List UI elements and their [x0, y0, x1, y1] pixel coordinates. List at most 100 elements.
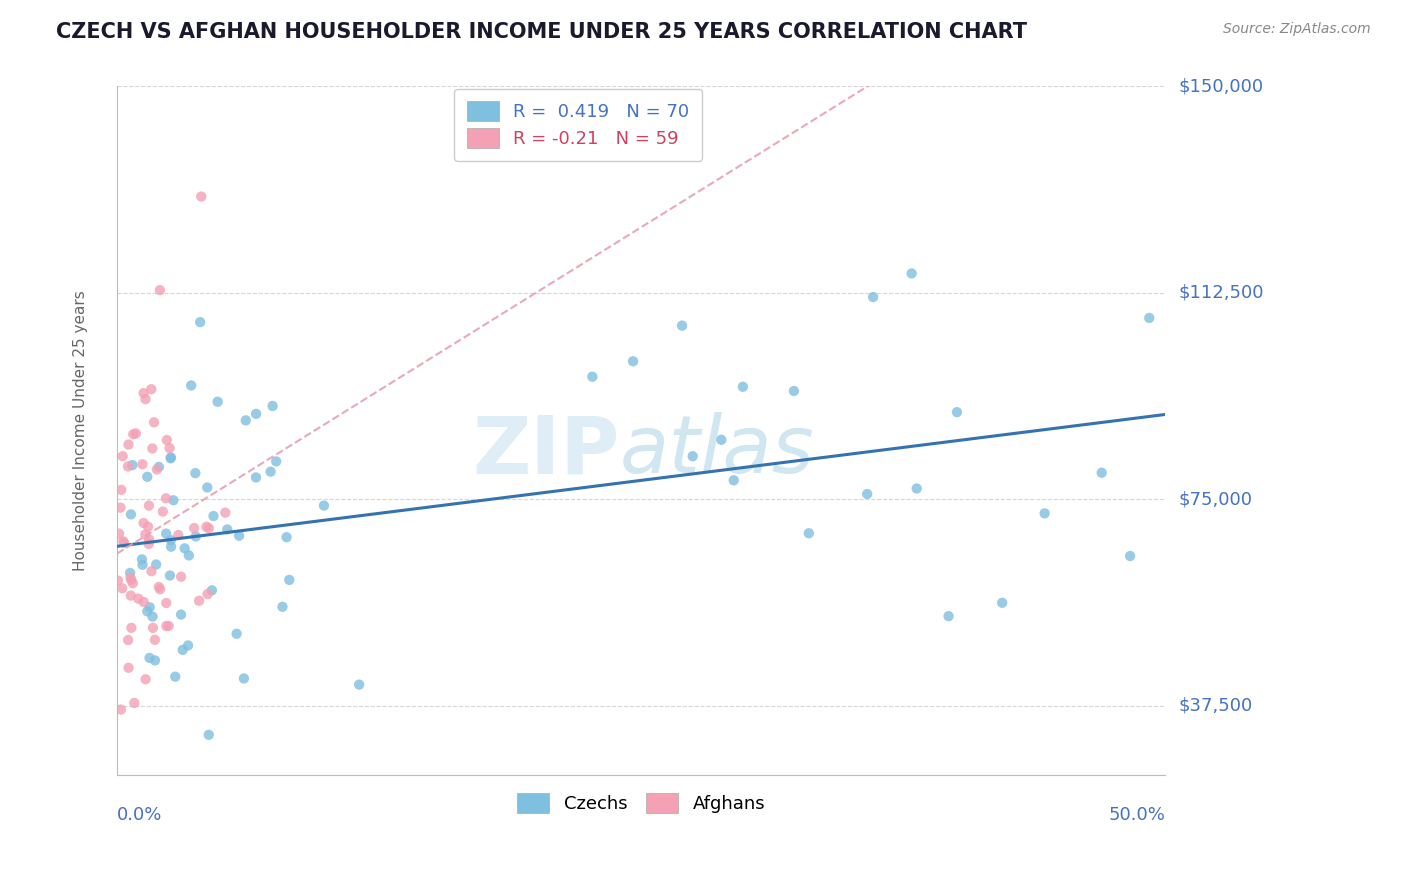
Point — [195, 520, 218, 534]
Text: CZECH VS AFGHAN HOUSEHOLDER INCOME UNDER 25 YEARS CORRELATION CHART: CZECH VS AFGHAN HOUSEHOLDER INCOME UNDER… — [56, 22, 1028, 42]
Text: Householder Income Under 25 years: Householder Income Under 25 years — [73, 290, 87, 571]
Point — [197, 728, 219, 742]
Point — [159, 451, 181, 466]
Text: Source: ZipAtlas.com: Source: ZipAtlas.com — [1223, 22, 1371, 37]
Point — [138, 537, 160, 551]
Point — [136, 470, 159, 484]
Point — [110, 702, 132, 716]
Text: atlas: atlas — [620, 412, 814, 490]
Point — [120, 571, 142, 585]
Point — [797, 526, 820, 541]
Point — [177, 549, 200, 563]
Text: 50.0%: 50.0% — [1108, 805, 1166, 823]
Point — [276, 530, 298, 544]
Point — [245, 470, 267, 484]
Point — [132, 516, 155, 530]
Point — [938, 609, 960, 624]
Point — [621, 354, 644, 368]
Point — [110, 500, 132, 515]
Point — [155, 619, 177, 633]
Point — [862, 290, 884, 304]
Point — [188, 593, 211, 607]
Point — [143, 415, 166, 429]
Point — [170, 570, 193, 584]
Point — [197, 587, 219, 601]
Point — [156, 433, 179, 447]
Point — [245, 407, 267, 421]
Point — [135, 673, 157, 687]
Point — [117, 437, 139, 451]
Point — [142, 621, 165, 635]
Text: $37,500: $37,500 — [1180, 697, 1253, 714]
Point — [145, 558, 167, 572]
Text: ZIP: ZIP — [472, 412, 620, 490]
Point — [202, 509, 225, 524]
Point — [162, 493, 184, 508]
Point — [121, 576, 143, 591]
Point — [259, 465, 281, 479]
Point — [225, 626, 247, 640]
Point — [1137, 310, 1160, 325]
Point — [731, 380, 754, 394]
Point — [180, 378, 202, 392]
Point — [125, 426, 148, 441]
Point — [141, 442, 163, 456]
Point — [195, 480, 218, 494]
Point — [141, 564, 163, 578]
Point — [155, 596, 177, 610]
Point — [143, 632, 166, 647]
Point — [165, 670, 187, 684]
Point — [172, 643, 194, 657]
Point — [121, 458, 143, 472]
Point — [671, 318, 693, 333]
Point — [132, 386, 155, 401]
Text: $150,000: $150,000 — [1180, 78, 1264, 95]
Point — [120, 621, 142, 635]
Point — [1119, 549, 1142, 563]
Point — [141, 382, 163, 396]
Point — [120, 589, 142, 603]
Point — [217, 523, 239, 537]
Legend: Czechs, Afghans: Czechs, Afghans — [509, 786, 772, 821]
Point — [117, 459, 139, 474]
Point — [117, 661, 139, 675]
Point — [183, 521, 205, 535]
Point — [160, 533, 183, 548]
Point — [905, 482, 928, 496]
Point — [347, 677, 370, 691]
Point — [900, 267, 922, 281]
Point — [148, 580, 170, 594]
Point — [262, 399, 284, 413]
Point — [141, 609, 163, 624]
Point — [271, 599, 294, 614]
Point — [177, 639, 200, 653]
Text: $112,500: $112,500 — [1180, 284, 1264, 301]
Point — [710, 433, 733, 447]
Point — [136, 520, 159, 534]
Point — [581, 369, 603, 384]
Point — [160, 450, 183, 465]
Point — [112, 534, 135, 549]
Point — [124, 696, 146, 710]
Point — [138, 499, 160, 513]
Point — [682, 449, 704, 463]
Point — [201, 583, 224, 598]
Point — [152, 505, 174, 519]
Point — [134, 392, 156, 406]
Point — [159, 568, 181, 582]
Point — [167, 528, 190, 542]
Point — [149, 283, 172, 297]
Point — [159, 441, 181, 455]
Point — [278, 573, 301, 587]
Point — [235, 413, 257, 427]
Point — [120, 508, 142, 522]
Point — [170, 607, 193, 622]
Point — [312, 499, 335, 513]
Point — [112, 536, 135, 550]
Point — [264, 454, 287, 468]
Point — [117, 633, 139, 648]
Point — [122, 427, 145, 442]
Point — [134, 527, 156, 541]
Point — [155, 526, 177, 541]
Text: $75,000: $75,000 — [1180, 491, 1253, 508]
